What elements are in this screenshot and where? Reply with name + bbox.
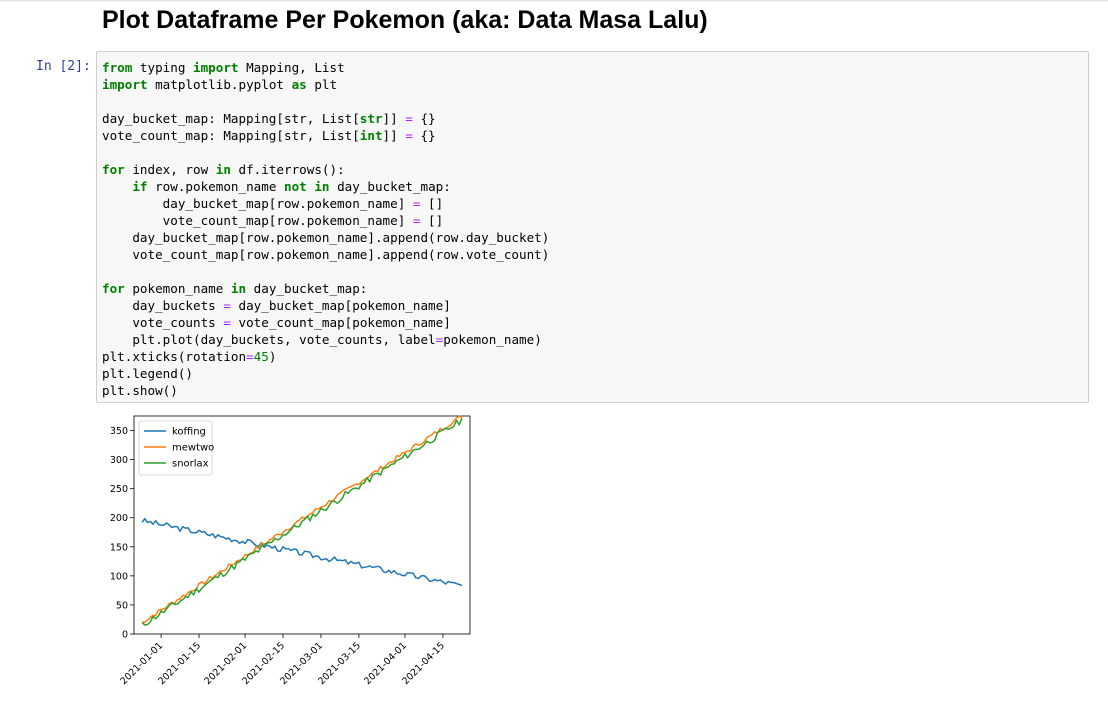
code-line: plt.legend(): [102, 366, 193, 381]
code-token: pokemon_name: [124, 281, 231, 296]
code-line: for pokemon_name in day_bucket_map:: [102, 281, 367, 296]
cell-prompt: In [2]:: [36, 59, 91, 74]
code-token: day_bucket_map[row.pokemon_name]: [102, 196, 413, 211]
code-token: =: [405, 111, 413, 126]
code-token: 45: [253, 349, 269, 364]
code-line: plt.xticks(rotation=45): [102, 349, 276, 364]
code-token: import: [102, 77, 148, 92]
code-token: df.iterrows():: [230, 162, 345, 177]
code-token: ): [268, 349, 277, 364]
code-line: plt.show(): [102, 383, 178, 398]
code-line: from typing import Mapping, List: [102, 60, 345, 75]
notebook-top-shadow: [0, 0, 1108, 2]
y-tick-label: 150: [110, 542, 128, 553]
code-cell[interactable]: from typing import Mapping, List import …: [96, 51, 1089, 403]
code-line: for index, row in df.iterrows():: [102, 162, 345, 177]
code-token: matplotlib.pyplot: [147, 77, 292, 92]
code-token: not in: [284, 179, 330, 194]
code-token: from: [102, 60, 133, 75]
code-token: day_bucket_map[pokemon_name]: [230, 298, 451, 313]
code-token: plt.plot(day_buckets, vote_counts, label: [102, 332, 436, 347]
code-token: as: [291, 77, 307, 92]
code-line: vote_count_map[row.pokemon_name] = []: [102, 213, 444, 228]
code-token: =: [223, 298, 231, 313]
series-line-koffing: [141, 517, 463, 587]
code-token: in: [230, 281, 247, 296]
code-token: typing: [132, 60, 194, 75]
code-token: vote_count_map[row.pokemon_name]: [102, 213, 413, 228]
y-tick-label: 200: [110, 513, 128, 524]
legend-label-koffing: koffing: [172, 427, 206, 438]
code-token: day_bucket_map: Mapping[str, List[: [102, 111, 360, 126]
code-token: day_bucket_map:: [246, 281, 368, 296]
code-editor[interactable]: from typing import Mapping, List import …: [97, 52, 1088, 399]
legend-label-mewtwo: mewtwo: [172, 443, 214, 454]
code-token: str: [359, 111, 383, 126]
code-token: []: [420, 213, 444, 228]
code-line: day_bucket_map: Mapping[str, List[str]] …: [102, 111, 436, 126]
code-token: =: [412, 213, 421, 228]
code-token: [102, 179, 132, 194]
code-token: import: [193, 60, 239, 75]
code-line: import matplotlib.pyplot as plt: [102, 77, 337, 92]
code-line: vote_count_map: Mapping[str, List[int]] …: [102, 128, 436, 143]
code-token: =: [246, 349, 254, 364]
y-tick-label: 50: [116, 600, 128, 611]
legend: [138, 420, 213, 476]
code-token: {}: [412, 111, 436, 126]
line-chart: 0501001502002503003502021-01-012021-01-1…: [110, 415, 471, 687]
code-line: day_bucket_map[row.pokemon_name].append(…: [102, 230, 549, 245]
code-token: []: [420, 196, 444, 211]
code-token: day_buckets: [102, 298, 224, 313]
code-token: {}: [412, 128, 436, 143]
y-tick-label: 100: [110, 571, 128, 582]
code-line: vote_count_map[row.pokemon_name].append(…: [102, 247, 549, 262]
code-token: plt.show(): [102, 383, 178, 398]
code-token: =: [405, 128, 413, 143]
code-token: Mapping, List: [238, 60, 345, 75]
code-line: vote_counts = vote_count_map[pokemon_nam…: [102, 315, 451, 330]
code-token: plt.xticks(rotation: [102, 349, 247, 364]
code-token: int: [359, 128, 383, 143]
markdown-heading: Plot Dataframe Per Pokemon (aka: Data Ma…: [102, 6, 708, 34]
code-token: ]]: [382, 128, 406, 143]
cell-output: 0 50 100 150 200 250 300 350 2021-01-01 2021-01-1…: [96, 405, 496, 705]
y-tick-label: 300: [110, 455, 128, 466]
code-token: =: [435, 332, 444, 347]
code-token: in: [215, 162, 231, 177]
code-token: for: [102, 162, 125, 177]
code-token: =: [412, 196, 421, 211]
code-line: if row.pokemon_name not in day_bucket_ma…: [102, 179, 451, 194]
code-token: plt.legend(): [102, 366, 193, 381]
code-token: if: [132, 179, 148, 194]
code-line: plt.plot(day_buckets, vote_counts, label…: [102, 332, 542, 347]
code-token: pokemon_name): [443, 332, 542, 347]
y-tick-label: 350: [110, 426, 128, 437]
code-token: vote_counts: [102, 315, 224, 330]
y-tick-label: 0: [122, 630, 128, 641]
code-token: vote_count_map: Mapping[str, List[: [102, 128, 360, 143]
legend-label-snorlax: snorlax: [172, 459, 209, 470]
code-token: day_bucket_map[row.pokemon_name].append(…: [102, 230, 550, 245]
code-token: for: [102, 281, 125, 296]
code-token: row.pokemon_name: [147, 179, 284, 194]
code-token: vote_count_map[row.pokemon_name].append(…: [102, 247, 550, 262]
series-line-snorlax: [141, 417, 463, 626]
code-token: =: [223, 315, 231, 330]
code-token: vote_count_map[pokemon_name]: [230, 315, 451, 330]
code-line: day_bucket_map[row.pokemon_name] = []: [102, 196, 444, 211]
code-line: day_buckets = day_bucket_map[pokemon_nam…: [102, 298, 451, 313]
code-token: plt: [306, 77, 338, 92]
code-token: day_bucket_map:: [329, 179, 451, 194]
code-token: ]]: [382, 111, 406, 126]
code-token: index, row: [124, 162, 216, 177]
y-tick-label: 250: [110, 484, 128, 495]
